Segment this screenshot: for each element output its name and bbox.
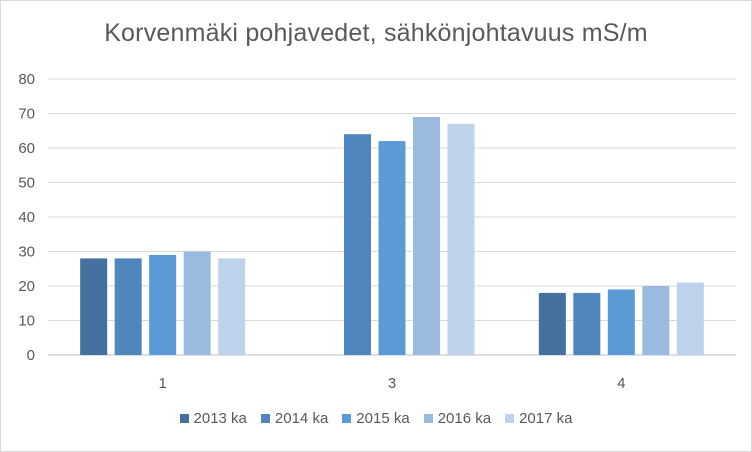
legend-label: 2013 ka	[193, 410, 247, 427]
bar	[114, 258, 142, 355]
legend-label: 2016 ka	[437, 410, 492, 427]
y-tick-label: 30	[18, 244, 35, 261]
legend-label: 2014 ka	[274, 410, 329, 427]
chart-title: Korvenmäki pohjavedet, sähkönjohtavuus m…	[104, 19, 648, 47]
legend-swatch	[423, 414, 433, 423]
legend-swatch	[260, 414, 270, 423]
legend-item: 2015 ka	[342, 410, 410, 427]
y-tick-label: 10	[18, 313, 35, 330]
legend-label: 2015 ka	[356, 410, 410, 427]
legend-swatch	[342, 414, 352, 423]
legend-item: 2014 ka	[260, 410, 329, 427]
y-tick-label: 80	[18, 71, 35, 88]
bar	[676, 282, 704, 355]
bar	[642, 286, 670, 355]
bar	[183, 251, 211, 355]
bar	[538, 292, 566, 355]
legend-item: 2016 ka	[423, 410, 492, 427]
bar	[573, 292, 601, 355]
bar	[378, 141, 406, 355]
bar	[149, 254, 177, 355]
legend-label: 2017 ka	[519, 410, 573, 427]
legend-item: 2017 ka	[505, 410, 572, 427]
y-tick-label: 50	[18, 175, 35, 192]
bar	[80, 258, 108, 355]
bar	[447, 123, 475, 355]
bar	[607, 289, 635, 355]
y-tick-label: 40	[18, 209, 35, 226]
y-tick-label: 60	[18, 140, 35, 157]
legend: 2013 ka 2014 ka 2015 ka 2016 ka 2017 ka	[1, 410, 751, 427]
bar	[344, 134, 371, 355]
x-tick-label: 3	[388, 375, 396, 392]
legend-swatch	[179, 414, 189, 423]
legend-item: 2013 ka	[179, 410, 247, 427]
bar	[413, 116, 440, 355]
y-tick-label: 0	[27, 347, 35, 364]
y-tick-label: 20	[18, 278, 35, 295]
x-tick-label: 1	[158, 375, 166, 392]
x-tick-label: 4	[617, 375, 625, 392]
legend-swatch	[505, 414, 515, 423]
y-tick-label: 70	[18, 106, 35, 123]
bar	[218, 258, 246, 355]
